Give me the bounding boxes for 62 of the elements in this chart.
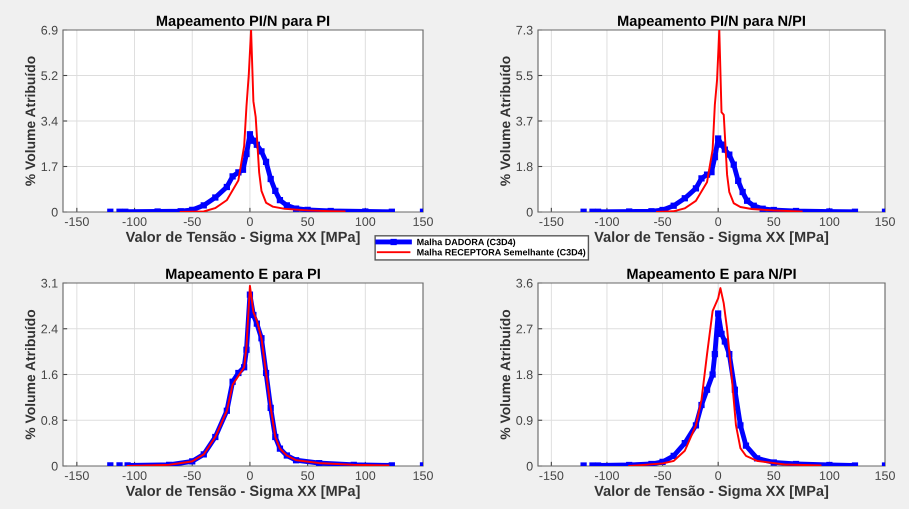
x-tick-label: -100 xyxy=(122,217,147,226)
y-tick-label: 0 xyxy=(52,462,58,471)
legend-label: Malha RECEPTORA Semelhante (C3D4) xyxy=(417,248,586,258)
y-tick-label: 6.9 xyxy=(41,26,58,35)
y-tick-label: 5.2 xyxy=(41,71,58,80)
x-tick-label: -100 xyxy=(122,471,147,480)
y-tick-label: 1.8 xyxy=(516,162,533,172)
x-tick-label: -150 xyxy=(539,471,564,480)
y-tick-label: 0.8 xyxy=(41,416,58,425)
y-tick-label: 3.1 xyxy=(41,278,58,288)
chart-title: Mapeamento E para PI xyxy=(166,268,320,282)
x-tick-label: 100 xyxy=(820,471,840,480)
chart-title: Mapeamento PI/N para PI xyxy=(156,15,330,29)
x-axis-title: Valor de Tensão - Sigma XX [MPa] xyxy=(126,485,360,499)
x-tick-label: -50 xyxy=(654,217,672,226)
x-tick-label: 0 xyxy=(715,217,722,226)
y-axis-title: % Volume Atribuído xyxy=(24,56,36,186)
x-tick-label: 150 xyxy=(876,217,895,226)
x-axis-title: Valor de Tensão - Sigma XX [MPa] xyxy=(594,485,828,499)
x-axis-title: Valor de Tensão - Sigma XX [MPa] xyxy=(594,231,828,245)
x-tick-label: -50 xyxy=(184,471,201,480)
legend-label: Malha DADORA (C3D4) xyxy=(417,238,516,247)
x-tick-label: -150 xyxy=(64,471,89,480)
y-axis-title: % Volume Atribuído xyxy=(500,56,510,186)
x-tick-label: 100 xyxy=(356,471,376,480)
x-tick-label: -100 xyxy=(595,217,619,226)
y-tick-label: 3.4 xyxy=(41,116,58,126)
x-tick-label: 50 xyxy=(301,217,314,226)
x-tick-label: 100 xyxy=(356,217,376,226)
y-tick-label: 0 xyxy=(526,208,533,217)
y-tick-label: 3.7 xyxy=(516,116,533,126)
x-tick-label: -150 xyxy=(539,217,564,226)
y-tick-label: 0.9 xyxy=(516,416,533,425)
x-tick-label: 100 xyxy=(820,217,840,226)
x-tick-label: 50 xyxy=(301,471,314,480)
y-tick-label: 1.6 xyxy=(42,370,58,380)
y-tick-label: 5.5 xyxy=(516,71,533,80)
x-tick-label: 0 xyxy=(246,471,253,480)
y-tick-label: 7.3 xyxy=(516,26,533,35)
x-axis-title: Valor de Tensão - Sigma XX [MPa] xyxy=(126,231,360,245)
y-tick-label: 2.4 xyxy=(41,324,58,334)
chart-title: Mapeamento E para N/PI xyxy=(627,268,796,282)
y-tick-label: 0 xyxy=(526,462,533,471)
x-tick-label: 150 xyxy=(414,471,433,480)
y-tick-label: 2.7 xyxy=(516,324,533,334)
x-tick-label: -100 xyxy=(595,471,619,480)
x-tick-label: -50 xyxy=(654,471,672,480)
x-tick-label: 50 xyxy=(767,471,780,480)
chart-title: Mapeamento PI/N para N/PI xyxy=(618,15,805,29)
x-tick-label: 150 xyxy=(414,217,433,226)
x-tick-label: 50 xyxy=(767,217,780,226)
y-tick-label: 0 xyxy=(52,208,58,217)
x-tick-label: 150 xyxy=(876,471,895,480)
y-tick-label: 1.8 xyxy=(516,370,533,380)
x-tick-label: 0 xyxy=(715,471,722,480)
y-axis-title: % Volume Atribuído xyxy=(500,310,510,440)
x-tick-label: -50 xyxy=(184,217,201,226)
y-tick-label: 3.6 xyxy=(516,278,533,288)
x-tick-label: -150 xyxy=(64,217,89,226)
x-tick-label: 0 xyxy=(246,217,253,226)
y-tick-label: 1.7 xyxy=(42,162,58,172)
y-axis-title: % Volume Atribuído xyxy=(24,310,36,440)
